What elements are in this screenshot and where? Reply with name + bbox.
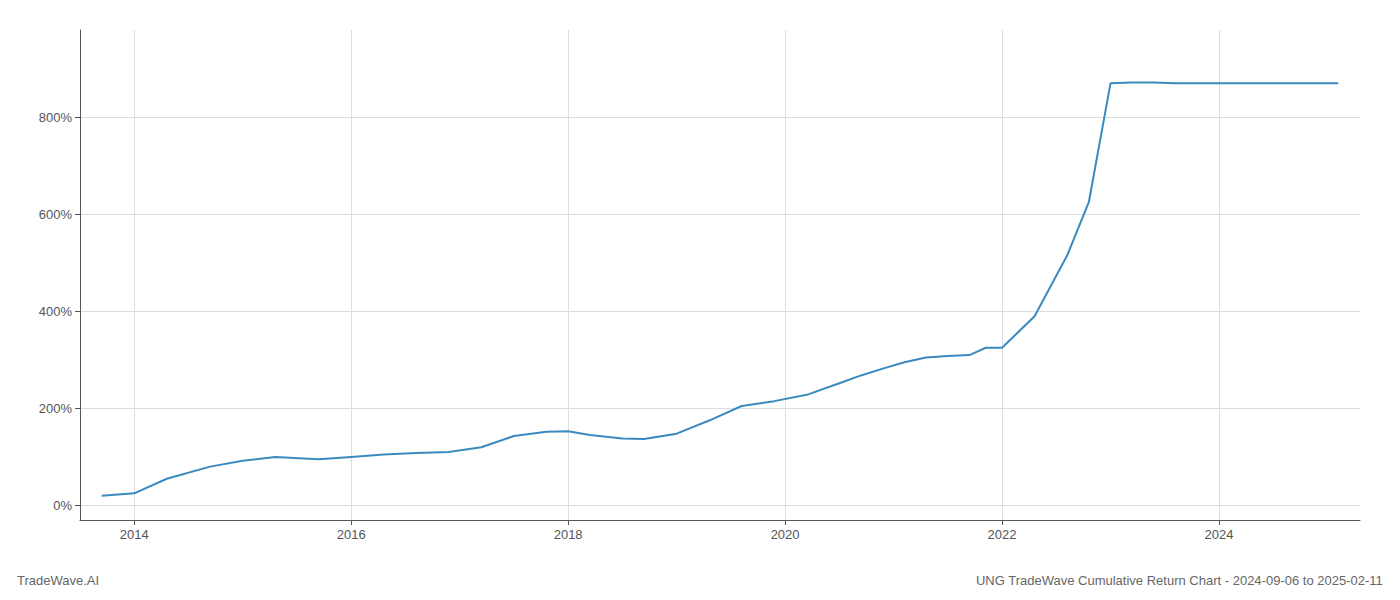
svg-text:2014: 2014 bbox=[120, 527, 149, 542]
svg-text:600%: 600% bbox=[39, 207, 73, 222]
svg-text:2020: 2020 bbox=[771, 527, 800, 542]
svg-text:TradeWave.AI: TradeWave.AI bbox=[17, 573, 99, 588]
svg-text:2018: 2018 bbox=[554, 527, 583, 542]
svg-text:2016: 2016 bbox=[337, 527, 366, 542]
svg-text:2022: 2022 bbox=[988, 527, 1017, 542]
svg-text:UNG TradeWave Cumulative Retur: UNG TradeWave Cumulative Return Chart - … bbox=[976, 573, 1383, 588]
svg-text:200%: 200% bbox=[39, 401, 73, 416]
svg-text:0%: 0% bbox=[53, 498, 72, 513]
svg-text:2024: 2024 bbox=[1205, 527, 1234, 542]
svg-text:400%: 400% bbox=[39, 304, 73, 319]
svg-text:800%: 800% bbox=[39, 110, 73, 125]
